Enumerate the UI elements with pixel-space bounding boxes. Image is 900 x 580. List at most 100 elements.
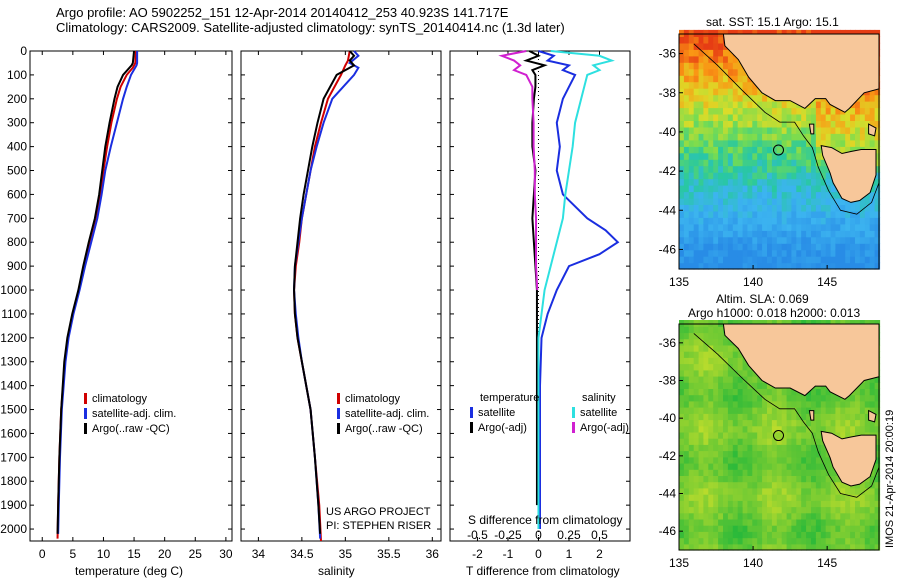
map-cell <box>864 394 871 402</box>
map-cell <box>737 363 744 371</box>
map-cell <box>859 230 866 238</box>
map-cell <box>742 133 749 141</box>
map-cell <box>796 450 802 458</box>
ytick-label: 1300 <box>0 355 27 369</box>
map-cell <box>806 197 812 205</box>
map-cell <box>747 388 753 396</box>
map-cell <box>727 191 734 199</box>
map-cell <box>801 394 807 402</box>
map-cell <box>747 407 753 414</box>
map-cell <box>786 450 793 458</box>
map-cell <box>815 107 822 115</box>
map-cell <box>767 230 773 238</box>
map-cell <box>776 431 783 439</box>
map-cell <box>727 525 734 532</box>
map-cell <box>718 68 724 76</box>
map-cell <box>850 217 856 225</box>
map-cell <box>737 537 744 545</box>
map-cell <box>806 456 812 464</box>
map-cell <box>820 256 827 264</box>
map-cell <box>762 531 768 539</box>
map-cell <box>801 512 807 520</box>
map-cell <box>688 210 695 218</box>
map-cell <box>693 120 700 128</box>
map-cell <box>771 101 778 109</box>
map-cell <box>752 191 758 199</box>
map-cell <box>698 431 705 439</box>
map-cell <box>796 413 802 421</box>
map-cell <box>708 487 714 495</box>
map-cell <box>820 191 827 199</box>
map-cell <box>703 113 709 121</box>
map-cell <box>840 139 846 147</box>
map-cell <box>830 400 837 408</box>
map-cell <box>732 249 739 257</box>
land-king-island <box>808 123 815 135</box>
map-cell <box>688 400 695 408</box>
map-cell <box>747 475 753 483</box>
map-cell <box>835 120 841 128</box>
map-cell <box>776 126 783 134</box>
map-cell <box>767 113 773 121</box>
map-cell <box>855 512 861 520</box>
map-cell <box>869 388 876 396</box>
map-cell <box>801 172 807 180</box>
map-cell <box>815 29 822 37</box>
map-cell <box>752 133 758 141</box>
map-cell <box>776 518 783 526</box>
map-cell <box>864 506 871 514</box>
map-cell <box>781 191 788 199</box>
map-cell <box>737 500 744 508</box>
map-cell <box>679 475 685 483</box>
map-cell <box>742 75 749 83</box>
map-cell <box>757 518 763 526</box>
map-cell <box>747 543 753 551</box>
map-cell <box>713 262 719 270</box>
map-cell <box>796 531 802 539</box>
map-cell <box>869 400 876 408</box>
map-cell <box>747 506 753 514</box>
map-cell <box>708 159 714 167</box>
xtick-label-salinity: 0 <box>535 528 542 542</box>
land-mainland <box>722 34 879 113</box>
map-cell <box>693 456 700 464</box>
map-cell <box>791 113 797 121</box>
map-cell <box>771 425 778 433</box>
map-cell <box>767 29 773 37</box>
map-cell <box>683 431 690 439</box>
map-cell <box>786 152 793 160</box>
map-cell <box>874 382 881 389</box>
map-cell <box>679 407 685 414</box>
map-cell <box>679 351 685 358</box>
map-cell <box>703 133 709 141</box>
map-cell <box>713 475 719 483</box>
map-cell <box>791 525 797 532</box>
map-cell <box>835 407 841 414</box>
map-cell <box>820 425 827 433</box>
map-cell <box>806 487 812 495</box>
map-cell <box>786 481 793 489</box>
map-cell <box>737 256 744 264</box>
map-cell <box>688 438 695 445</box>
map-cell <box>723 217 729 225</box>
map-cell <box>806 450 812 458</box>
map-cell <box>688 487 695 495</box>
ytick-label: 1100 <box>1 307 27 321</box>
map-cell <box>737 518 744 526</box>
map-cell <box>820 456 827 464</box>
map-cell <box>835 256 841 264</box>
map-cell <box>752 152 758 160</box>
map-cell <box>683 139 690 147</box>
map-cell <box>718 159 724 167</box>
map-cell <box>732 94 739 102</box>
map-cell <box>776 29 783 37</box>
map-cell <box>713 419 719 427</box>
map-cell <box>708 133 714 141</box>
map-cell <box>747 101 753 109</box>
map-cell <box>815 518 822 526</box>
map-cell <box>723 512 729 520</box>
map-cell <box>732 236 739 244</box>
map-cell <box>855 249 861 257</box>
map-cell <box>859 481 866 489</box>
map-cell <box>811 217 817 225</box>
